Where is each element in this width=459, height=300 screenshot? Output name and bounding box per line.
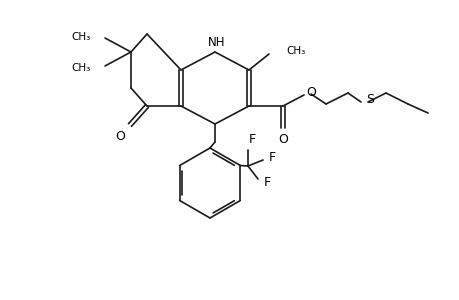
Text: F: F [263, 176, 270, 188]
Text: NH: NH [208, 35, 225, 49]
Text: O: O [277, 133, 287, 146]
Text: CH₃: CH₃ [72, 32, 91, 42]
Text: F: F [268, 151, 275, 164]
Text: CH₃: CH₃ [285, 46, 305, 56]
Text: O: O [115, 130, 125, 142]
Text: O: O [305, 85, 315, 98]
Text: F: F [248, 133, 255, 146]
Text: CH₃: CH₃ [72, 63, 91, 73]
Text: S: S [365, 92, 373, 106]
